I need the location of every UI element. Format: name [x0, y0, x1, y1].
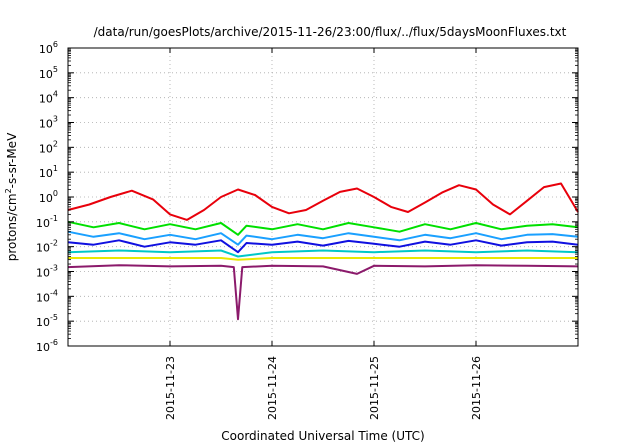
series-line-3	[67, 239, 579, 254]
y-tick-label: 102	[39, 139, 58, 155]
series-line-1	[67, 220, 579, 236]
y-axis-label-rest: -s-sr-MeV	[5, 132, 19, 188]
y-tick-exponent: -5	[50, 313, 58, 322]
y-tick-label: 10-4	[36, 288, 58, 304]
y-tick-exponent: -1	[50, 214, 58, 223]
y-tick-base: 10	[39, 93, 53, 106]
y-tick-label: 106	[39, 40, 58, 56]
y-tick-exponent: 3	[53, 115, 58, 124]
y-tick-exponent: 1	[53, 164, 58, 173]
series-line-4	[67, 249, 579, 258]
y-axis-label: protons/cm2-s-sr-MeV	[4, 132, 19, 261]
y-tick-base: 10	[39, 118, 53, 131]
x-tick-labels: 2015-11-23 2015-11-24 2015-11-25 2015-11-26	[164, 356, 483, 420]
y-tick-exponent: 4	[53, 90, 58, 99]
y-tick-base: 10	[36, 267, 50, 280]
y-tick-label: 10-5	[36, 313, 58, 329]
y-tick-exponent: 6	[53, 40, 58, 49]
series-layer	[67, 182, 579, 321]
y-tick-exponent: 2	[53, 139, 58, 148]
y-tick-label: 100	[39, 189, 58, 205]
y-tick-base: 10	[36, 316, 50, 329]
series-line-0	[67, 182, 579, 221]
y-tick-label: 10-3	[36, 264, 58, 280]
chart-title: /data/run/goesPlots/archive/2015-11-26/2…	[94, 25, 567, 39]
x-axis-label: Coordinated Universal Time (UTC)	[221, 429, 424, 443]
y-tick-labels: 10-610-510-410-310-210-11001011021031041…	[36, 40, 58, 354]
y-tick-label: 10-2	[36, 239, 58, 255]
y-tick-exponent: -2	[50, 239, 58, 248]
grid	[68, 48, 578, 346]
x-tick-label: 2015-11-25	[368, 356, 381, 420]
series-line-2	[67, 230, 579, 246]
y-tick-base: 10	[36, 217, 50, 230]
y-tick-base: 10	[36, 291, 50, 304]
y-tick-exponent: -4	[50, 288, 58, 297]
x-tick-label: 2015-11-26	[470, 356, 483, 420]
y-tick-exponent: -3	[50, 264, 58, 273]
y-tick-base: 10	[39, 142, 53, 155]
y-tick-base: 10	[39, 68, 53, 81]
series-line-6	[67, 264, 579, 321]
x-tick-label: 2015-11-23	[164, 356, 177, 420]
y-tick-base: 10	[36, 341, 50, 354]
x-tick-label: 2015-11-24	[266, 356, 279, 420]
y-tick-exponent: 5	[53, 65, 58, 74]
y-tick-exponent: -6	[50, 338, 58, 347]
y-tick-base: 10	[39, 192, 53, 205]
y-tick-label: 10-6	[36, 338, 58, 354]
y-tick-label: 105	[39, 65, 58, 81]
y-tick-base: 10	[39, 167, 53, 180]
axis-ticks	[68, 47, 578, 347]
y-axis-label-sup: 2	[4, 188, 13, 193]
y-tick-base: 10	[39, 43, 53, 56]
series-line-5	[68, 257, 578, 261]
y-tick-label: 10-1	[36, 214, 58, 230]
y-tick-label: 103	[39, 115, 58, 131]
y-tick-base: 10	[36, 242, 50, 255]
y-axis-label-main: protons/cm	[5, 193, 19, 261]
y-tick-exponent: 0	[53, 189, 58, 198]
y-tick-label: 104	[39, 90, 58, 106]
y-tick-label: 101	[39, 164, 58, 180]
